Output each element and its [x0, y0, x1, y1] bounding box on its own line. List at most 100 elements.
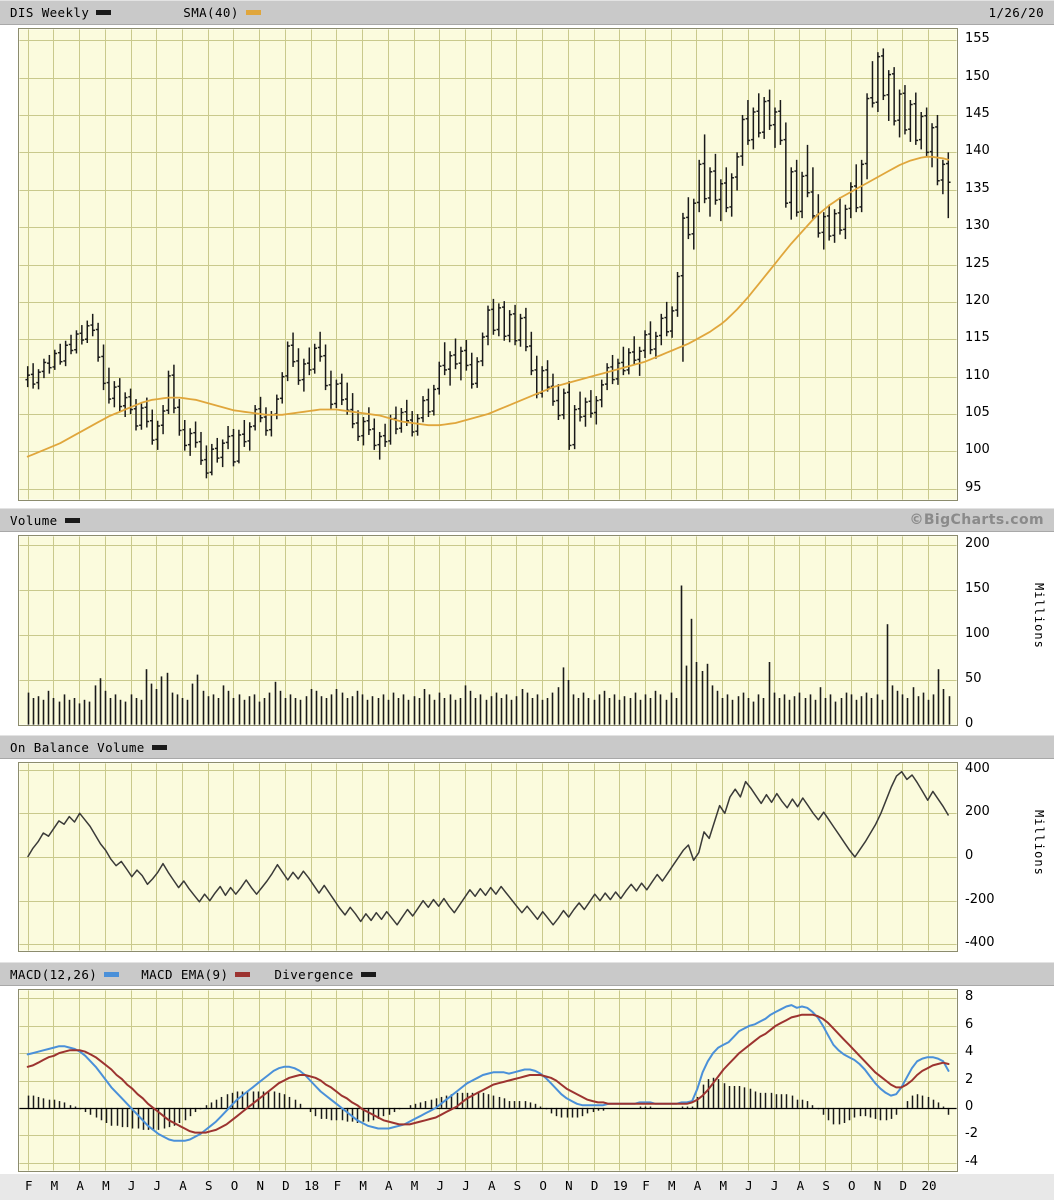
obv-color-swatch	[151, 744, 167, 750]
axis-tick-label: -200	[965, 891, 995, 907]
x-axis-tick-label: D	[282, 1178, 290, 1193]
x-axis-tick-label: J	[462, 1178, 470, 1193]
axis-tick-label: 50	[965, 671, 982, 686]
x-axis-tick-label: M	[359, 1178, 367, 1193]
divergence-color-swatch	[360, 971, 376, 977]
axis-tick-label: 6	[965, 1016, 974, 1032]
price-legend: DIS Weekly	[10, 5, 112, 20]
macd-ema-color-swatch	[235, 971, 251, 977]
quote-date: 1/26/20	[988, 5, 1044, 20]
x-axis-tick-label: N	[873, 1178, 882, 1193]
obv-panel-header: On Balance Volume	[0, 735, 1054, 759]
symbol-label: DIS Weekly	[10, 5, 90, 20]
macd-chart-svg	[19, 990, 957, 1171]
axis-tick-label: 155	[965, 31, 990, 47]
macd-panel-header: MACD(12,26) MACD EMA(9) Divergence	[0, 962, 1054, 986]
x-axis-tick-label: F	[333, 1178, 342, 1193]
axis-tick-label: 8	[965, 989, 974, 1005]
x-axis-tick-label: S	[204, 1178, 213, 1193]
obv-label: On Balance Volume	[10, 739, 145, 755]
macd-ema-legend: MACD EMA(9)	[141, 966, 251, 982]
x-axis-tick-label: D	[899, 1178, 908, 1193]
x-axis-tick-label: 20	[921, 1178, 937, 1193]
sma-label: SMA(40)	[183, 5, 239, 20]
x-axis-tick-label: O	[230, 1178, 239, 1193]
axis-tick-label: 130	[965, 218, 990, 234]
x-axis-tick-label: A	[796, 1178, 805, 1193]
price-plot-area	[18, 28, 958, 501]
x-axis-tick-label: 19	[612, 1178, 628, 1193]
obv-plot-area	[18, 762, 958, 952]
x-axis-strip	[0, 1174, 1054, 1200]
axis-tick-label: 400	[965, 760, 990, 776]
x-axis-tick-label: M	[50, 1178, 59, 1193]
axis-tick-label: -4	[965, 1153, 978, 1169]
x-axis-tick-label: J	[127, 1178, 136, 1193]
x-axis-tick-label: J	[436, 1178, 445, 1193]
price-panel-header: DIS Weekly SMA(40) 1/26/20	[0, 0, 1054, 25]
axis-tick-label: 110	[965, 367, 990, 383]
price-color-swatch	[96, 10, 112, 15]
axis-tick-label: 150	[965, 581, 990, 596]
x-axis-tick-label: N	[565, 1178, 573, 1193]
x-axis-tick-label: M	[410, 1178, 419, 1193]
obv-axis-title: Millions	[1032, 810, 1046, 876]
x-axis-tick-label: D	[590, 1178, 599, 1193]
macd-color-swatch	[104, 971, 120, 977]
divergence-legend: Divergence	[274, 966, 376, 982]
sma-color-swatch	[245, 10, 261, 15]
x-axis-tick-label: O	[539, 1178, 547, 1193]
divergence-label: Divergence	[274, 966, 354, 982]
axis-tick-label: 145	[965, 105, 990, 121]
x-axis-tick-label: M	[719, 1178, 727, 1193]
x-axis-tick-label: J	[770, 1178, 779, 1193]
axis-tick-label: 200	[965, 804, 990, 820]
volume-chart-svg	[19, 536, 957, 725]
x-axis-tick-label: S	[513, 1178, 522, 1193]
x-axis-tick-label: A	[76, 1178, 84, 1193]
volume-axis-title: Millions	[1032, 583, 1046, 649]
macd-legend: MACD(12,26)	[10, 966, 120, 982]
x-axis-tick-label: A	[693, 1178, 702, 1193]
axis-tick-label: 115	[965, 330, 990, 346]
obv-chart-svg	[19, 763, 957, 951]
axis-tick-label: -400	[965, 935, 995, 951]
volume-legend: Volume	[10, 513, 80, 528]
axis-tick-label: 125	[965, 255, 990, 271]
x-axis-tick-label: M	[667, 1178, 676, 1193]
axis-tick-label: 135	[965, 180, 990, 196]
x-axis-tick-label: N	[256, 1178, 264, 1193]
volume-color-swatch	[64, 517, 80, 523]
axis-tick-label: 105	[965, 405, 990, 421]
macd-label: MACD(12,26)	[10, 966, 98, 982]
x-axis-tick-label: J	[745, 1178, 753, 1193]
axis-tick-label: 0	[965, 716, 974, 731]
x-axis-tick-label: M	[102, 1178, 110, 1193]
volume-plot-area	[18, 535, 958, 726]
x-axis-tick-label: F	[24, 1178, 33, 1193]
macd-ema-label: MACD EMA(9)	[141, 966, 229, 982]
watermark: ©BigCharts.com	[909, 512, 1044, 528]
volume-label: Volume	[10, 512, 58, 528]
macd-plot-area	[18, 989, 958, 1172]
axis-tick-label: 200	[965, 536, 990, 551]
x-axis-tick-label: F	[642, 1178, 650, 1193]
x-axis-tick-label: S	[822, 1178, 830, 1193]
axis-tick-label: 120	[965, 292, 990, 308]
x-axis-tick-label: A	[487, 1178, 496, 1193]
axis-tick-label: -2	[965, 1126, 978, 1142]
axis-tick-label: 2	[965, 1071, 974, 1087]
axis-tick-label: 150	[965, 68, 990, 84]
axis-tick-label: 140	[965, 143, 990, 159]
sma-legend: SMA(40)	[183, 5, 261, 20]
x-axis-tick-label: A	[385, 1178, 393, 1193]
axis-tick-label: 100	[965, 442, 990, 458]
price-chart-svg	[19, 29, 957, 500]
x-axis-tick-label: A	[179, 1178, 187, 1193]
axis-tick-label: 4	[965, 1044, 974, 1060]
axis-tick-label: 0	[965, 1098, 974, 1114]
x-axis-tick-label: J	[153, 1178, 162, 1193]
axis-tick-label: 0	[965, 848, 974, 863]
volume-panel-header: Volume ©BigCharts.com	[0, 508, 1054, 532]
